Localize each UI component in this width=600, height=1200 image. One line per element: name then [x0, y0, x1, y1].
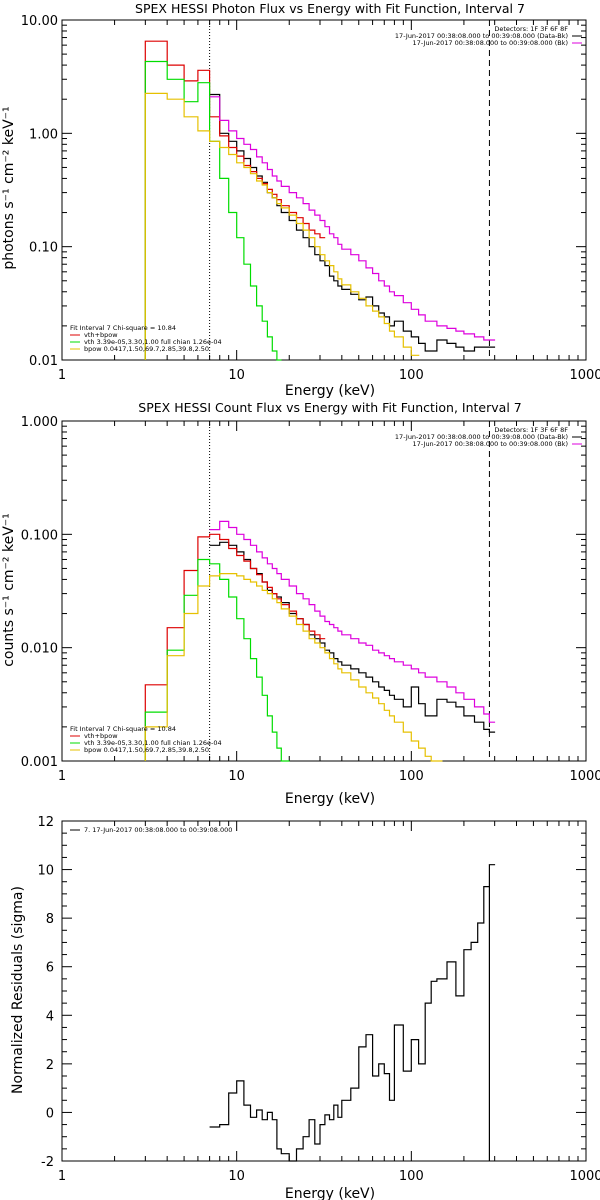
legend-entry: bpow 0.0417,1.50,69.7,2.85,39.8,2.50: [84, 345, 209, 353]
count-flux-ylabel: counts s⁻¹ cm⁻² keV⁻¹: [1, 513, 17, 667]
x-tick-label: 1000: [569, 368, 600, 383]
y-tick-label: 1.000: [21, 415, 58, 430]
count-flux-panel: SPEX HESSI Count Flux vs Energy with Fit…: [1, 400, 600, 807]
y-tick-label: 0.001: [21, 755, 58, 770]
series-line: [209, 93, 496, 352]
y-tick-label: 0.010: [21, 642, 58, 657]
y-tick-label: 12: [37, 815, 54, 830]
y-tick-label: 0.10: [29, 241, 58, 256]
series-line: [144, 573, 443, 762]
y-tick-label: 8: [46, 912, 54, 927]
y-tick-label: 0: [46, 1106, 54, 1121]
count-flux-xlabel: Energy (keV): [285, 791, 375, 807]
y-tick-label: 4: [46, 1009, 54, 1024]
series-line: [144, 92, 420, 360]
x-tick-label: 10: [228, 1169, 245, 1184]
series-line: [144, 558, 290, 762]
plot-frame: [61, 19, 587, 361]
x-tick-label: 10: [228, 769, 245, 784]
y-tick-label: 0.100: [21, 528, 58, 543]
x-tick-label: 1000: [569, 769, 600, 784]
legend-entry: Detectors: 1F 3F 6F 8F: [494, 426, 568, 434]
legend-entry: 17-Jun-2017 00:38:08.000 to 00:39:08.000…: [413, 39, 568, 47]
y-tick-label: 0.01: [29, 354, 58, 369]
series-line: [209, 96, 496, 341]
y-tick-label: 1.00: [29, 127, 58, 142]
legend-entry: Fit Interval 7 Chi-square = 10.84: [70, 725, 176, 733]
legend-entry: 17-Jun-2017 00:38:08.000 to 00:39:08.000…: [413, 440, 568, 448]
legend-entry: vth+bpow: [84, 331, 118, 339]
legend-entry: 17-Jun-2017 00:38:08.000 to 00:39:08.000…: [395, 433, 568, 441]
y-tick-label: -2: [41, 1155, 54, 1170]
legend-entry: vth+bpow: [84, 732, 118, 740]
series-line: [209, 520, 496, 723]
series-line: [209, 541, 496, 733]
x-tick-label: 100: [399, 769, 424, 784]
y-tick-label: 6: [46, 961, 54, 976]
y-tick-label: 10: [37, 864, 54, 879]
legend-entry: 7. 17-Jun-2017 00:38:08.000 to 00:39:08.…: [84, 826, 232, 834]
legend-entry: vth 3.39e-05,3.30,1.00 full chian 1.26e-…: [84, 338, 222, 346]
x-tick-label: 1: [58, 368, 66, 383]
series-line: [144, 533, 326, 761]
photon-flux-panel: SPEX HESSI Photon Flux vs Energy with Fi…: [1, 1, 600, 399]
plot-frame: [61, 820, 587, 1162]
count-flux-title: SPEX HESSI Count Flux vs Energy with Fit…: [138, 400, 521, 415]
series-line: [209, 864, 496, 1162]
legend-entry: 17-Jun-2017 00:38:08.000 to 00:39:08.000…: [395, 32, 568, 40]
legend-entry: Detectors: 1F 3F 6F 8F: [494, 25, 568, 33]
x-tick-label: 1: [58, 1169, 66, 1184]
photon-flux-xlabel: Energy (keV): [285, 383, 375, 399]
series-line: [144, 60, 282, 361]
photon-flux-ylabel: photons s⁻¹ cm⁻² keV⁻¹: [1, 106, 17, 269]
x-tick-label: 100: [399, 1169, 424, 1184]
residuals-xlabel: Energy (keV): [285, 1186, 375, 1200]
y-tick-label: 10.00: [21, 14, 58, 29]
x-tick-label: 1000: [569, 1169, 600, 1184]
legend-entry: Fit Interval 7 Chi-square = 10.84: [70, 324, 176, 332]
x-tick-label: 10: [228, 368, 245, 383]
legend-entry: bpow 0.0417,1.50,69.7,2.85,39.8,2.50: [84, 746, 209, 754]
photon-flux-title: SPEX HESSI Photon Flux vs Energy with Fi…: [135, 1, 525, 16]
residuals-ylabel: Normalized Residuals (sigma): [10, 886, 26, 1094]
y-tick-label: 2: [46, 1058, 54, 1073]
residuals-panel: Energy (keV) Normalized Residuals (sigma…: [10, 815, 600, 1200]
plot-frame: [61, 420, 587, 762]
x-tick-label: 1: [58, 769, 66, 784]
legend-entry: vth 3.39e-05,3.30,1.00 full chian 1.26e-…: [84, 739, 222, 747]
series-line: [144, 40, 326, 360]
x-tick-label: 100: [399, 368, 424, 383]
